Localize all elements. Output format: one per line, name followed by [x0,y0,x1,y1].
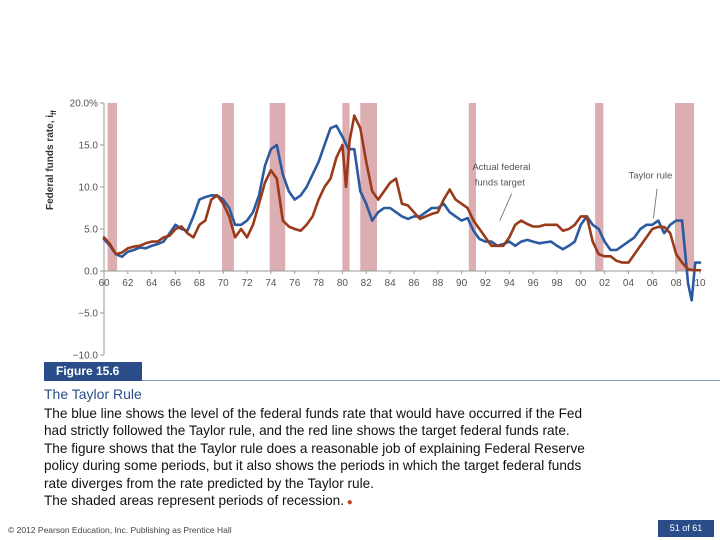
y-axis-label-subscript: ff [51,110,58,115]
x-tick-label: 64 [146,278,158,289]
y-tick-label: 20.0% [70,99,98,110]
recession-band [360,103,377,271]
y-axis-label-main: Federal funds rate, i [45,115,56,210]
figure-caption: The blue line shows the level of the fed… [44,405,700,511]
caption-line: The shaded areas represent periods of re… [44,492,700,511]
axes: 20.0% 15.0 10.0 5.0 0.0 −5.0 −10.0 60 62 64 66 68 70… [70,99,706,362]
bullet-dot-icon: ● [344,497,353,509]
x-tick-label: 90 [456,278,468,289]
x-tick-label: 82 [361,278,373,289]
y-tick-label: 15.0 [79,141,99,152]
page-indicator[interactable]: 51 of 61 [658,520,714,537]
x-tick-label: 78 [313,278,325,289]
x-tick-label: 08 [671,278,683,289]
figure-divider [142,380,720,381]
x-tick-label: 74 [265,278,277,289]
annotations: Actual federal funds target Taylor rule [472,162,672,221]
recession-band [595,103,604,271]
x-tick-label: 06 [647,278,659,289]
x-tick-label: 88 [432,278,444,289]
caption-line-text: The shaded areas represent periods of re… [44,493,344,509]
copyright-notice: © 2012 Pearson Education, Inc. Publishin… [8,525,232,535]
y-tick-label: 10.0 [79,183,99,194]
figure-title: The Taylor Rule [44,386,142,402]
recession-band [222,103,234,271]
annotation-label: funds target [475,177,526,188]
annotation-label: Actual federal [472,162,530,173]
x-tick-label: 98 [551,278,563,289]
taylor-rule-chart: 20.0% 15.0 10.0 5.0 0.0 −5.0 −10.0 60 62 64 66 68 70… [45,99,706,362]
caption-line: had strictly followed the Taylor rule, a… [44,423,570,439]
y-axis-label: Federal funds rate, iff [45,110,58,210]
recession-band [468,103,476,271]
recession-band [107,103,118,271]
x-tick-label: 80 [337,278,349,289]
y-tick-label: −10.0 [73,351,99,362]
actual-fed-funds-target-line [102,114,702,272]
taylor-rule-line [102,124,702,302]
figure-label: Figure 15.6 [44,362,142,381]
caption-line: policy during some periods, but it also … [44,458,582,474]
x-tick-label: 92 [480,278,492,289]
x-tick-label: 96 [528,278,540,289]
x-tick-label: 60 [98,278,110,289]
x-tick-label: 62 [122,278,134,289]
x-tick-label: 68 [194,278,206,289]
annotation-leader [499,193,513,221]
caption-line: The figure shows that the Taylor rule do… [44,440,585,456]
series-lines [102,114,702,302]
x-tick-label: 10 [694,278,706,289]
x-tick-label: 76 [289,278,301,289]
x-tick-label: 66 [170,278,182,289]
annotation-label: Taylor rule [628,171,672,182]
y-tick-label: 5.0 [84,225,98,236]
x-tick-label: 00 [575,278,587,289]
x-tick-label: 04 [623,278,635,289]
x-tick-label: 72 [241,278,253,289]
annotation-leader [653,188,658,219]
y-tick-label: −5.0 [78,309,98,320]
x-tick-label: 02 [599,278,611,289]
caption-line: rate diverges from the rate predicted by… [44,475,374,491]
x-tick-label: 86 [408,278,420,289]
x-tick-label: 94 [504,278,516,289]
caption-line: The blue line shows the level of the fed… [44,406,583,421]
recession-band [675,103,695,271]
x-tick-label: 70 [218,278,230,289]
x-tick-label: 84 [385,278,397,289]
y-tick-label: 0.0 [84,267,98,278]
